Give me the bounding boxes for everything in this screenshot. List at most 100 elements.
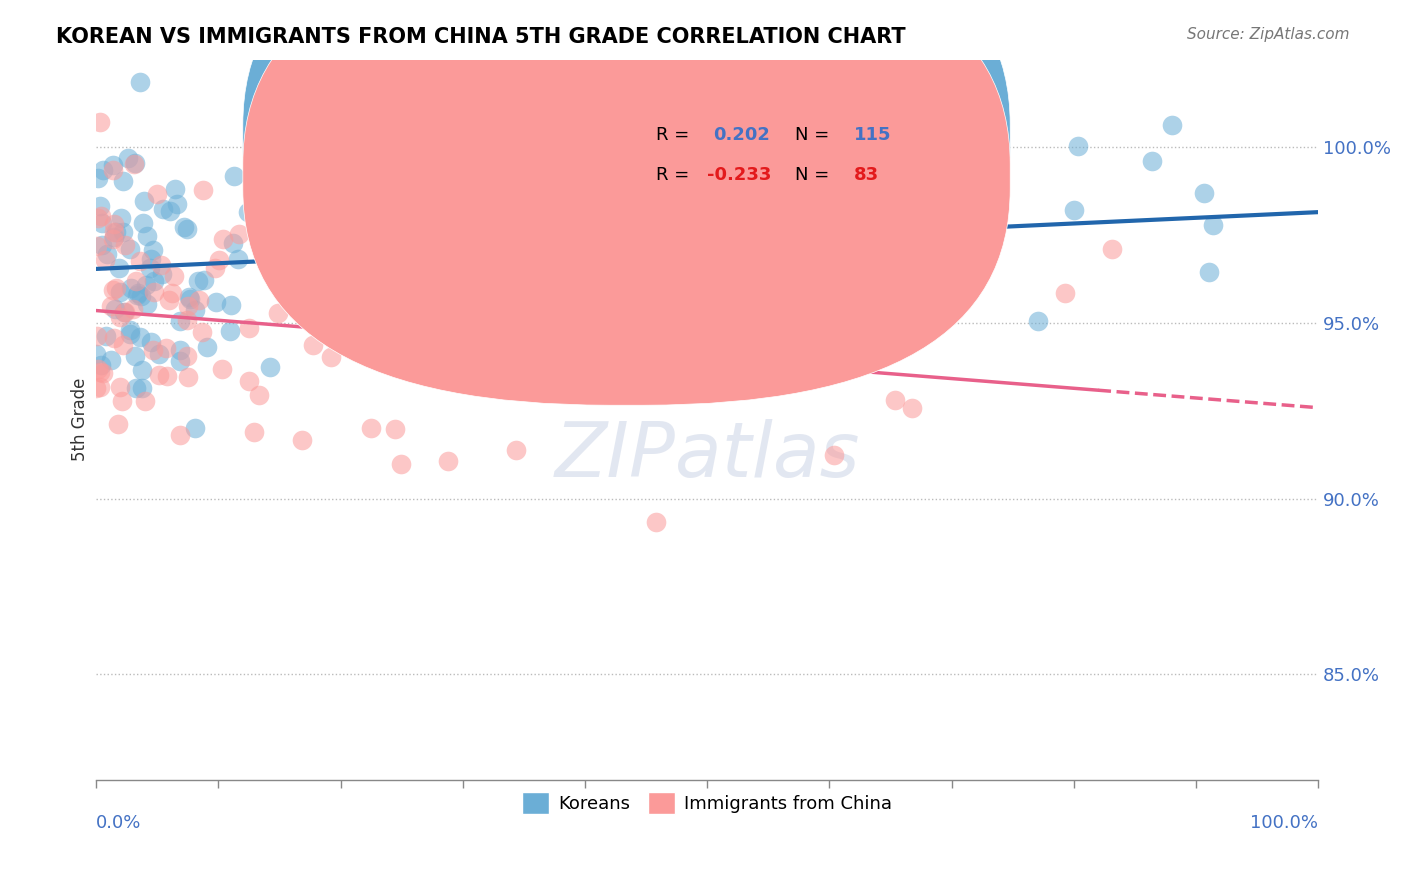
Point: [505, 442, 527, 457]
Point: [204, 261, 226, 276]
Point: [302, 338, 325, 352]
Point: [159, 204, 181, 219]
Point: [125, 288, 148, 302]
Point: [176, 312, 198, 326]
Point: [177, 299, 200, 313]
Point: [129, 75, 152, 89]
Point: [166, 196, 188, 211]
Point: [437, 454, 460, 468]
Point: [142, 243, 165, 257]
Point: [117, 151, 139, 165]
Point: [738, 245, 761, 260]
Point: [108, 380, 131, 394]
Point: [169, 353, 191, 368]
Point: [408, 138, 430, 153]
Point: [884, 392, 907, 407]
Point: [131, 381, 153, 395]
Point: [311, 175, 333, 189]
Point: [136, 297, 159, 311]
Point: [112, 174, 135, 188]
Point: [567, 359, 589, 374]
Point: [195, 340, 218, 354]
Point: [132, 194, 155, 208]
Point: [169, 314, 191, 328]
Point: [648, 287, 671, 301]
Point: [157, 293, 180, 307]
Point: [335, 298, 357, 312]
Text: R =: R =: [655, 166, 695, 184]
FancyBboxPatch shape: [243, 0, 1010, 366]
Point: [586, 177, 609, 191]
Point: [238, 374, 260, 388]
Point: [276, 195, 298, 210]
Point: [901, 401, 924, 415]
Point: [91, 216, 114, 230]
Point: [139, 252, 162, 267]
Point: [96, 247, 118, 261]
Text: ZIPatlas: ZIPatlas: [554, 418, 860, 492]
Point: [90, 358, 112, 372]
Text: 0.0%: 0.0%: [96, 814, 142, 832]
Point: [128, 254, 150, 268]
Point: [108, 260, 131, 275]
Point: [122, 156, 145, 170]
Point: [1198, 265, 1220, 279]
Point: [1192, 186, 1215, 200]
Point: [305, 296, 328, 310]
Point: [146, 186, 169, 201]
Point: [176, 221, 198, 235]
Point: [267, 306, 290, 320]
Point: [305, 293, 328, 307]
Point: [120, 281, 142, 295]
Point: [1053, 286, 1076, 301]
Point: [94, 252, 117, 267]
Point: [142, 285, 165, 300]
Point: [86, 239, 108, 253]
Point: [517, 276, 540, 290]
Point: [700, 175, 723, 189]
Point: [118, 326, 141, 341]
Point: [298, 235, 321, 250]
Point: [228, 227, 250, 241]
Point: [148, 368, 170, 382]
Point: [110, 211, 132, 225]
Point: [101, 232, 124, 246]
Point: [105, 281, 128, 295]
Point: [127, 286, 149, 301]
Point: [325, 221, 347, 235]
Point: [914, 230, 936, 244]
Point: [87, 170, 110, 185]
Point: [179, 290, 201, 304]
Point: [155, 342, 177, 356]
Point: [152, 202, 174, 216]
Point: [112, 305, 135, 319]
Point: [139, 261, 162, 276]
Point: [103, 331, 125, 345]
Point: [259, 359, 281, 374]
Point: [1101, 242, 1123, 256]
Point: [823, 448, 845, 462]
Point: [103, 225, 125, 239]
Point: [131, 362, 153, 376]
Point: [520, 332, 543, 346]
Point: [107, 417, 129, 432]
Point: [104, 225, 127, 239]
Point: [204, 295, 226, 310]
Point: [281, 240, 304, 254]
Point: [319, 351, 342, 365]
Point: [208, 252, 231, 267]
Text: N =: N =: [796, 126, 835, 145]
Point: [627, 167, 650, 181]
Point: [122, 301, 145, 316]
Point: [260, 125, 283, 139]
Text: R =: R =: [655, 126, 695, 145]
Point: [360, 421, 382, 435]
Point: [1160, 118, 1182, 132]
Point: [730, 256, 752, 270]
Text: N =: N =: [796, 166, 835, 184]
Point: [125, 381, 148, 395]
Point: [150, 268, 173, 282]
Point: [103, 229, 125, 244]
Point: [247, 388, 270, 402]
Legend: Koreans, Immigrants from China: Koreans, Immigrants from China: [515, 785, 900, 821]
